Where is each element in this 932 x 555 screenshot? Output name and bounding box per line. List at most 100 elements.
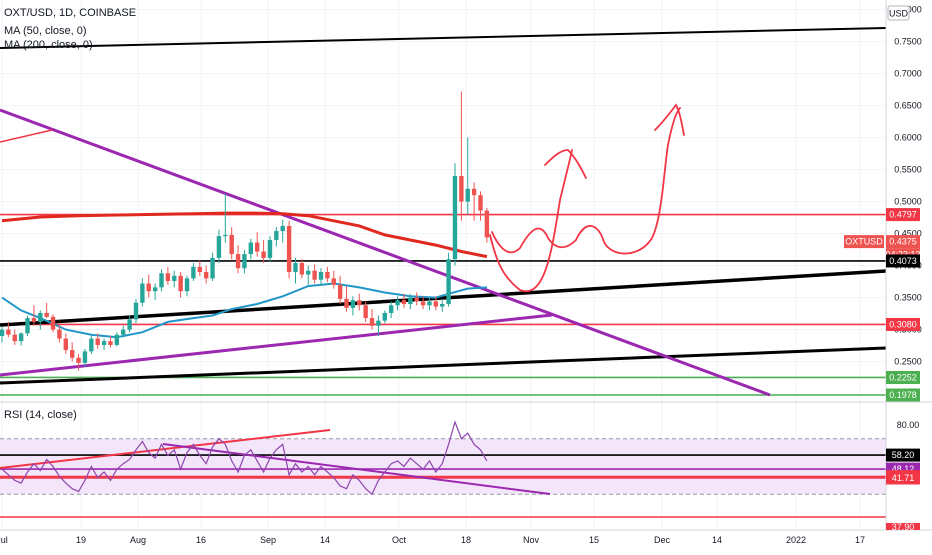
price-tags: 0.47970.437504:23:130.40730.30800.22520.… bbox=[844, 208, 921, 532]
candle-body bbox=[184, 278, 190, 292]
trendline-top bbox=[0, 27, 887, 49]
legend-ma50: MA (50, close, 0) bbox=[4, 25, 87, 37]
candle-body bbox=[152, 287, 158, 292]
candle-body bbox=[350, 300, 356, 308]
time-tick-label: 16 bbox=[196, 535, 206, 545]
price-tag-bg bbox=[886, 370, 920, 384]
time-tick-label: Sep bbox=[260, 535, 276, 545]
price-tag: 0.4073 bbox=[889, 256, 917, 266]
candle-body bbox=[57, 329, 62, 339]
currency-button-label: USD bbox=[889, 9, 909, 19]
candle-body bbox=[331, 278, 336, 285]
candle-body bbox=[101, 341, 107, 345]
price-tick-label: 0.7500 bbox=[894, 37, 922, 47]
price-tag-bg bbox=[886, 235, 920, 249]
rsi-series-line bbox=[1, 420, 488, 496]
candle-body bbox=[318, 272, 324, 280]
candle-body bbox=[337, 284, 343, 299]
candle-body bbox=[25, 318, 30, 334]
trendline-small-red bbox=[0, 129, 53, 143]
trendline-descending bbox=[0, 108, 771, 397]
time-tick-label: Jul bbox=[0, 535, 8, 545]
candle-body bbox=[459, 176, 464, 202]
rsi-tag: 58.20 bbox=[892, 450, 915, 460]
candle-body bbox=[427, 301, 432, 306]
candle-body bbox=[286, 225, 292, 272]
price-tag-bg bbox=[886, 208, 920, 222]
candle-body bbox=[165, 273, 171, 281]
rsi-tag: 41.71 bbox=[892, 473, 915, 483]
freehand-stroke bbox=[654, 103, 685, 136]
candle-body bbox=[255, 242, 260, 252]
time-tick-label: 2022 bbox=[786, 535, 806, 545]
candle-body bbox=[420, 301, 426, 306]
price-tag: 0.3080 bbox=[889, 319, 917, 329]
candle-body bbox=[376, 320, 381, 326]
price-tick-label: 0.6000 bbox=[894, 133, 922, 143]
freehand-stroke bbox=[489, 149, 573, 293]
candle-body bbox=[44, 312, 49, 317]
candle-body bbox=[18, 333, 24, 342]
candle-body bbox=[203, 272, 209, 279]
candle-body bbox=[76, 357, 81, 363]
candle-body bbox=[452, 176, 458, 260]
candle-body bbox=[261, 251, 266, 258]
candle-body bbox=[89, 338, 94, 352]
rsi-band-fill bbox=[0, 438, 886, 495]
rsi-band bbox=[0, 438, 886, 495]
rsi-tick-label: 80.00 bbox=[897, 420, 920, 430]
candle-body bbox=[357, 300, 362, 306]
time-tick-label: Nov bbox=[523, 535, 540, 545]
rsi-trendline-purple bbox=[162, 443, 551, 495]
candle-body bbox=[12, 334, 17, 342]
candle-body bbox=[0, 329, 5, 336]
symbol-tag-bg bbox=[844, 235, 884, 249]
moving-averages bbox=[1, 211, 488, 339]
price-tag: 0.4797 bbox=[889, 210, 917, 220]
candle-body bbox=[69, 350, 75, 358]
candle-body bbox=[440, 304, 445, 307]
candle-body bbox=[242, 254, 247, 269]
candle-body bbox=[280, 225, 285, 232]
time-tick-label: Oct bbox=[392, 535, 407, 545]
trendline-ascending bbox=[0, 313, 553, 377]
time-tick-label: 14 bbox=[320, 535, 330, 545]
time-tick-label: 19 bbox=[76, 535, 86, 545]
candle-body bbox=[82, 351, 88, 363]
price-tick-label: 0.4500 bbox=[894, 229, 922, 239]
candle-body bbox=[108, 341, 113, 345]
candle-body bbox=[267, 240, 273, 258]
candle-body bbox=[471, 188, 477, 196]
candles bbox=[0, 91, 490, 371]
trendline-support bbox=[0, 269, 887, 327]
legend-rsi: RSI (14, close) bbox=[4, 409, 77, 421]
candle-body bbox=[31, 318, 37, 322]
candle-body bbox=[197, 266, 202, 272]
candle-body bbox=[388, 305, 394, 313]
time-tick-label: 14 bbox=[712, 535, 722, 545]
candle-body bbox=[325, 272, 330, 279]
candle-body bbox=[395, 300, 400, 306]
candle-body bbox=[344, 298, 349, 308]
candle-body bbox=[172, 275, 177, 281]
trendlines bbox=[0, 27, 887, 495]
legend-ma200: MA (200, close, 0) bbox=[4, 39, 93, 51]
candle-body bbox=[235, 254, 241, 269]
price-tick-label: 0.6500 bbox=[894, 101, 922, 111]
candle-body bbox=[133, 302, 139, 320]
candle-body bbox=[127, 319, 132, 330]
candle-body bbox=[299, 263, 305, 275]
candle-body bbox=[210, 257, 215, 279]
currency-button[interactable]: USD bbox=[887, 5, 910, 21]
trendline-lower bbox=[0, 346, 887, 385]
time-tick-label: 15 bbox=[589, 535, 599, 545]
time-tick-label: 18 bbox=[461, 535, 471, 545]
price-tag-bg bbox=[886, 388, 920, 402]
candle-body bbox=[50, 316, 56, 330]
price-tag-bg bbox=[886, 254, 920, 268]
candle-body bbox=[414, 297, 419, 302]
candle-body bbox=[306, 270, 311, 275]
